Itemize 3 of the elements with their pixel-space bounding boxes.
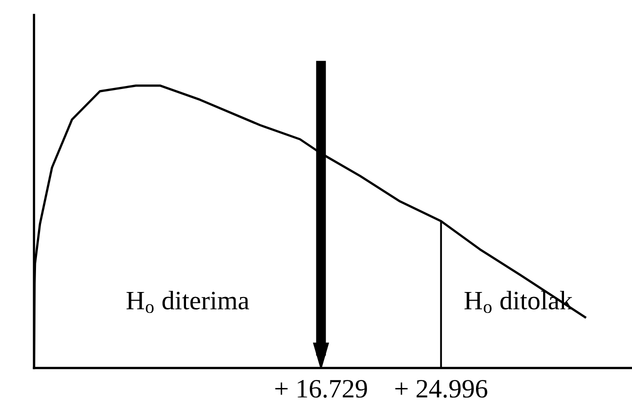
x-tick-label: + 24.996: [395, 380, 488, 398]
annotation: H$_{o}$ diterima: [126, 290, 250, 314]
x-tick-label: + 16.729: [275, 380, 367, 398]
